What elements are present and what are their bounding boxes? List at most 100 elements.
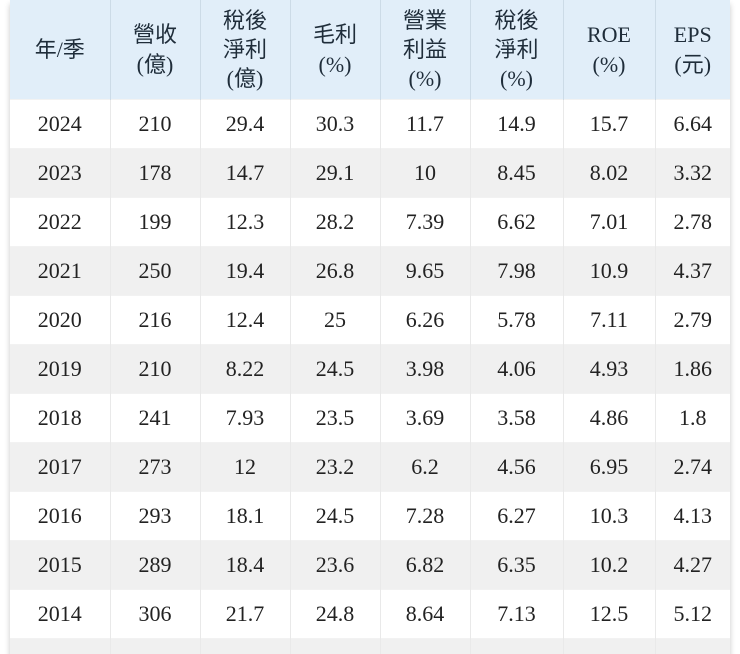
year-cell: 2017 (10, 442, 111, 492)
value-cell: 8.64 (380, 589, 471, 639)
table-row: 2016 293 18.1 24.5 7.28 6.27 10.3 4.13 (10, 491, 730, 541)
value-cell: 9.65 (380, 246, 471, 296)
value-cell: 8.45 (470, 148, 564, 198)
value-cell: 7.39 (380, 197, 471, 247)
table-row: 2021 250 19.4 26.8 9.65 7.98 10.9 4.37 (10, 246, 730, 296)
table-row: 2018 241 7.93 23.5 3.69 3.58 4.86 1.8 (10, 393, 730, 443)
year-cell: 2023 (10, 148, 111, 198)
value-cell: 6.2 (380, 442, 471, 492)
value-cell: 7.11 (563, 295, 656, 345)
value-cell: 3.98 (380, 344, 471, 394)
year-cell: 2016 (10, 491, 111, 541)
year-cell: 2024 (10, 99, 111, 149)
value-cell: 30.3 (290, 99, 381, 149)
value-cell: 10.3 (563, 491, 656, 541)
value-cell: 210 (110, 99, 201, 149)
value-cell: 24.8 (290, 589, 381, 639)
table-header: 年/季 營收 (億) 稅後 淨利 (億) 毛利 (%) 營業 利益 (%) 稅後… (10, 0, 730, 100)
value-cell: 2.74 (655, 442, 730, 492)
value-cell: 8.13 (380, 638, 471, 654)
value-cell: 19.4 (200, 246, 291, 296)
value-cell: 4.93 (563, 344, 656, 394)
value-cell: 250 (110, 246, 201, 296)
value-cell: 25 (290, 295, 381, 345)
value-cell: 12.5 (563, 589, 656, 639)
value-cell: 210 (110, 344, 201, 394)
value-cell: 25 (290, 638, 381, 654)
value-cell: 6.27 (470, 491, 564, 541)
column-header-eps: EPS (元) (655, 0, 730, 100)
table-row: 2014 306 21.7 24.8 8.64 7.13 12.5 5.12 (10, 589, 730, 639)
value-cell: 247 (110, 638, 201, 654)
value-cell: 7.01 (563, 197, 656, 247)
value-cell: 6.26 (380, 295, 471, 345)
year-cell: 2021 (10, 246, 111, 296)
value-cell: 4.86 (563, 393, 656, 443)
value-cell: 4.13 (655, 491, 730, 541)
value-cell: 6.62 (470, 197, 564, 247)
value-cell: 15.7 (563, 99, 656, 149)
value-cell: 4.27 (655, 540, 730, 590)
table-header-row: 年/季 營收 (億) 稅後 淨利 (億) 毛利 (%) 營業 利益 (%) 稅後… (10, 0, 730, 100)
value-cell: 11.7 (380, 99, 471, 149)
value-cell: 5.78 (470, 295, 564, 345)
value-cell: 9.23 (563, 638, 656, 654)
value-cell: 3.51 (655, 638, 730, 654)
table-row: 201324714.7258.135.919.233.51 (10, 638, 730, 654)
value-cell: 24.5 (290, 344, 381, 394)
column-header-roe: ROE (%) (563, 0, 656, 100)
value-cell: 24.5 (290, 491, 381, 541)
year-cell: 2018 (10, 393, 111, 443)
value-cell: 3.69 (380, 393, 471, 443)
year-cell: 2013 (10, 638, 111, 654)
value-cell: 14.7 (200, 148, 291, 198)
value-cell: 28.2 (290, 197, 381, 247)
value-cell: 7.93 (200, 393, 291, 443)
column-header-year-quarter: 年/季 (10, 0, 111, 100)
value-cell: 241 (110, 393, 201, 443)
table-row: 2022 199 12.3 28.2 7.39 6.62 7.01 2.78 (10, 197, 730, 247)
table-row: 2020 216 12.4 25 6.26 5.78 7.11 2.79 (10, 295, 730, 345)
value-cell: 8.02 (563, 148, 656, 198)
year-cell: 2015 (10, 540, 111, 590)
value-cell: 23.5 (290, 393, 381, 443)
table-row: 2015 289 18.4 23.6 6.82 6.35 10.2 4.27 (10, 540, 730, 590)
value-cell: 273 (110, 442, 201, 492)
value-cell: 3.58 (470, 393, 564, 443)
column-header-operating-margin: 營業 利益 (%) (380, 0, 471, 100)
value-cell: 306 (110, 589, 201, 639)
value-cell: 7.98 (470, 246, 564, 296)
value-cell: 199 (110, 197, 201, 247)
value-cell: 14.7 (200, 638, 291, 654)
value-cell: 12 (200, 442, 291, 492)
column-header-net-profit-amount: 稅後 淨利 (億) (200, 0, 291, 100)
value-cell: 293 (110, 491, 201, 541)
table-row: 2017 273 12 23.2 6.2 4.56 6.95 2.74 (10, 442, 730, 492)
value-cell: 1.86 (655, 344, 730, 394)
value-cell: 7.13 (470, 589, 564, 639)
column-header-revenue: 營收 (億) (110, 0, 201, 100)
year-cell: 2020 (10, 295, 111, 345)
table-row: 2023 178 14.7 29.1 10 8.45 8.02 3.32 (10, 148, 730, 198)
value-cell: 178 (110, 148, 201, 198)
value-cell: 10.9 (563, 246, 656, 296)
table-body: 2024 210 29.4 30.3 11.7 14.9 15.7 6.64 2023 178 14… (10, 99, 730, 654)
value-cell: 10 (380, 148, 471, 198)
table-row: 2019 210 8.22 24.5 3.98 4.06 4.93 1.86 (10, 344, 730, 394)
year-cell: 2022 (10, 197, 111, 247)
value-cell: 26.8 (290, 246, 381, 296)
value-cell: 7.28 (380, 491, 471, 541)
financial-table: 年/季 營收 (億) 稅後 淨利 (億) 毛利 (%) 營業 利益 (%) 稅後… (10, 0, 730, 654)
value-cell: 216 (110, 295, 201, 345)
financial-table-card: 年/季 營收 (億) 稅後 淨利 (億) 毛利 (%) 營業 利益 (%) 稅後… (10, 0, 730, 654)
value-cell: 4.37 (655, 246, 730, 296)
value-cell: 6.82 (380, 540, 471, 590)
value-cell: 6.95 (563, 442, 656, 492)
value-cell: 6.35 (470, 540, 564, 590)
value-cell: 21.7 (200, 589, 291, 639)
value-cell: 5.12 (655, 589, 730, 639)
value-cell: 8.22 (200, 344, 291, 394)
value-cell: 29.1 (290, 148, 381, 198)
value-cell: 23.6 (290, 540, 381, 590)
